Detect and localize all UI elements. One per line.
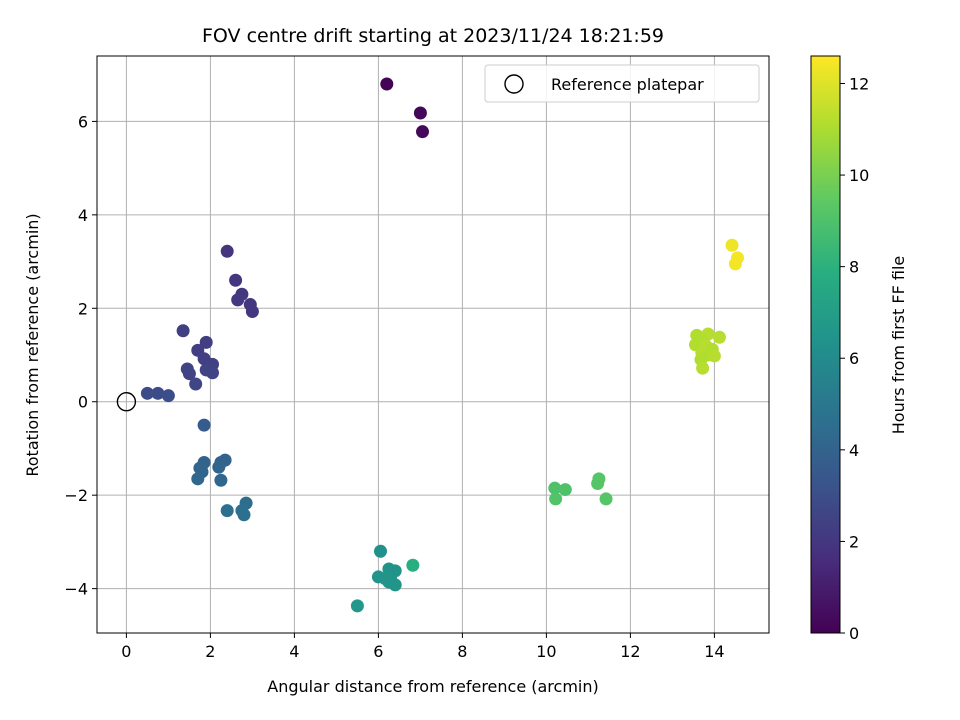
- data-point: [199, 335, 213, 349]
- colorbar-tick-label: 6: [849, 349, 859, 368]
- data-point: [549, 492, 563, 506]
- data-point: [212, 460, 226, 474]
- y-tick-label: −2: [64, 486, 88, 505]
- data-point: [151, 386, 165, 400]
- data-point: [350, 599, 364, 613]
- data-point: [406, 558, 420, 572]
- data-point: [245, 305, 259, 319]
- data-point: [220, 244, 234, 258]
- data-point: [231, 293, 245, 307]
- colorbar-ticks: 0 2 4 6 8 10 12: [840, 74, 869, 643]
- legend: Reference platepar: [484, 64, 760, 103]
- data-point: [728, 257, 742, 271]
- data-point: [591, 476, 605, 490]
- colorbar-tick-label: 2: [849, 532, 859, 551]
- data-points: [140, 77, 744, 613]
- y-tick-label: 0: [78, 393, 88, 412]
- data-point: [191, 472, 205, 486]
- x-axis-ticks: 0 2 4 6 8 10 12 14: [121, 633, 725, 661]
- x-tick-label: 4: [289, 642, 299, 661]
- data-point: [548, 481, 562, 495]
- y-axis-label: Rotation from reference (arcmin): [23, 213, 42, 476]
- data-point: [140, 386, 154, 400]
- colorbar-label: Hours from first FF file: [889, 256, 908, 435]
- x-tick-label: 12: [620, 642, 640, 661]
- colorbar-tick-label: 0: [849, 624, 859, 643]
- colorbar-tick-label: 8: [849, 258, 859, 277]
- data-point: [558, 483, 572, 497]
- reference-platepar-marker: [116, 392, 137, 412]
- colorbar: 0 2 4 6 8 10 12 Hours from first FF file: [810, 55, 908, 643]
- y-tick-label: 6: [78, 112, 88, 131]
- data-point: [388, 578, 402, 592]
- legend-reference-marker: [504, 74, 524, 94]
- data-point: [214, 473, 228, 487]
- data-point: [696, 361, 710, 375]
- plot-area: [96, 55, 770, 634]
- data-point: [206, 366, 219, 380]
- data-point: [416, 125, 429, 139]
- x-tick-label: 2: [205, 642, 215, 661]
- colorbar-tick-label: 4: [849, 441, 859, 460]
- data-point: [413, 106, 427, 120]
- y-tick-label: 2: [78, 299, 88, 318]
- legend-entry-reference-platepar: Reference platepar: [551, 75, 704, 94]
- data-point: [707, 349, 721, 363]
- legend-box: [484, 64, 760, 103]
- colorbar-tick-label: 12: [849, 74, 869, 93]
- data-point: [725, 238, 739, 252]
- x-tick-label: 6: [373, 642, 383, 661]
- data-point: [374, 544, 387, 558]
- data-point: [380, 77, 394, 91]
- data-point: [197, 418, 211, 432]
- data-point: [161, 389, 175, 403]
- y-axis-ticks: −4 −2 0 2 4 6: [64, 112, 97, 599]
- chart-title: FOV centre drift starting at 2023/11/24 …: [202, 25, 664, 47]
- y-tick-label: 4: [78, 206, 88, 225]
- x-axis-label: Angular distance from reference (arcmin): [267, 677, 598, 696]
- data-point: [176, 324, 190, 338]
- x-tick-label: 14: [704, 642, 724, 661]
- x-tick-label: 0: [121, 642, 131, 661]
- data-point: [220, 504, 234, 518]
- plot-frame: [96, 55, 770, 634]
- data-point: [599, 492, 613, 506]
- data-point: [182, 367, 196, 381]
- x-tick-label: 10: [536, 642, 556, 661]
- colorbar-gradient: [810, 55, 841, 634]
- grid-lines: [97, 56, 769, 633]
- data-point: [189, 377, 203, 391]
- data-point: [229, 273, 243, 287]
- colorbar-tick-label: 10: [849, 166, 869, 185]
- y-tick-label: −4: [64, 580, 88, 599]
- data-point: [237, 508, 251, 522]
- data-point: [712, 330, 726, 344]
- x-tick-label: 8: [457, 642, 467, 661]
